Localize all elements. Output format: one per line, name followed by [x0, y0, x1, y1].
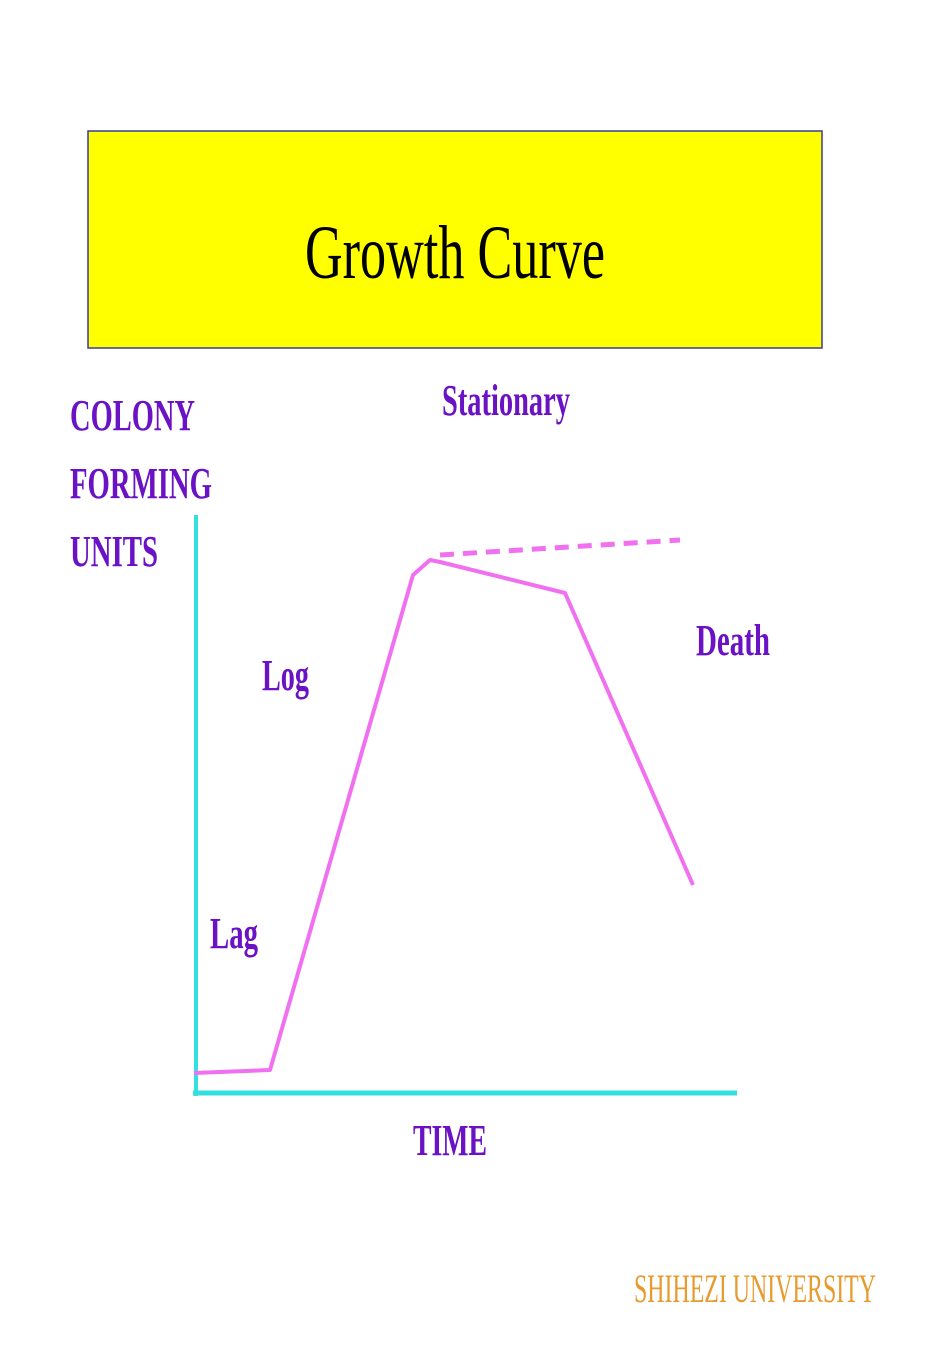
- title: Growth Curve: [305, 211, 605, 295]
- y-axis-label: FORMING: [70, 459, 212, 508]
- y-axis-label: UNITS: [70, 527, 158, 576]
- phase-label: Lag: [210, 909, 258, 958]
- phase-label: Stationary: [442, 376, 570, 425]
- footer: SHIHEZI UNIVERSITY: [634, 1266, 876, 1311]
- y-axis-label: COLONY: [70, 391, 195, 440]
- phase-label: Death: [696, 616, 770, 665]
- growth-curve: [193, 558, 695, 1075]
- phase-label: Log: [262, 651, 309, 700]
- title-box: [87, 130, 823, 349]
- x-axis-label: TIME: [413, 1116, 487, 1165]
- dashed-projection: [439, 537, 681, 558]
